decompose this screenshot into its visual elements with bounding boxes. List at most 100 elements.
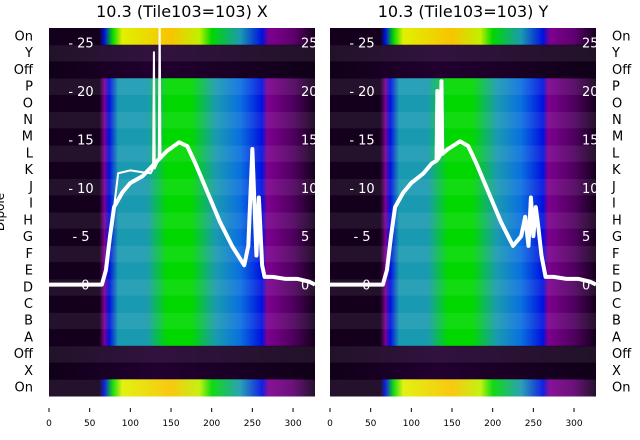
heatmap-row <box>49 345 315 364</box>
heatmap-row <box>330 278 596 297</box>
panel-y: 10.3 (Tile103=103) Y On Y Off PONMLKJIHGFEDC… <box>327 2 632 429</box>
x-tick-label: 0 <box>327 419 333 429</box>
heatmap-row <box>49 245 315 263</box>
x-tick-label: 150 <box>162 419 179 429</box>
panel-x: 10.3 (Tile103=103) X On Y Off PONMLKJIHGFEDC… <box>0 2 318 429</box>
heatmap-row <box>49 44 315 62</box>
row-label: F <box>26 247 33 262</box>
heatmap-row <box>330 195 596 213</box>
row-label: A <box>24 330 33 345</box>
heatmap-row <box>330 262 596 280</box>
row-label: G <box>23 230 33 245</box>
row-label: P <box>25 80 33 95</box>
heatmap-row <box>330 78 596 96</box>
row-label: I <box>612 197 616 212</box>
heatmap-row <box>330 178 596 196</box>
overlay-line-spectrum <box>330 79 596 287</box>
heatmap-row <box>330 312 596 330</box>
row-label: F <box>612 247 619 262</box>
heatmap-row <box>330 362 596 380</box>
row-label: N <box>612 113 622 128</box>
row-label: K <box>612 163 621 178</box>
x-tick-label: 300 <box>284 419 301 429</box>
heatmap-row <box>330 379 596 397</box>
heatmap-row <box>330 212 596 230</box>
overlay-tick-label: - 20 <box>349 85 374 100</box>
overlay-tick-label-right: 0 <box>582 279 590 294</box>
overlay-tick-label-right: 10 <box>582 182 599 197</box>
row-label: Y <box>611 46 620 61</box>
heatmap-row <box>49 329 315 347</box>
row-label: On <box>15 29 33 44</box>
heatmap-row <box>49 362 315 380</box>
heatmap-row <box>49 145 315 163</box>
overlay-tick-label-right: 0 <box>301 279 309 294</box>
overlay-tick-label-right: 25 <box>301 37 318 52</box>
overlay-tick-label: - 25 <box>349 37 374 52</box>
row-label: Y <box>24 46 33 61</box>
overlay-tick-label: - 15 <box>349 133 374 148</box>
overlay-tick-label: - 10 <box>68 182 93 197</box>
x-tick-label: 100 <box>403 419 420 429</box>
row-label: Off <box>612 63 632 78</box>
row-label: C <box>24 297 33 312</box>
overlay-tick-label-right: 5 <box>301 230 309 245</box>
heatmap-row <box>330 245 596 263</box>
row-label: D <box>23 280 33 295</box>
heatmap-row <box>49 295 315 313</box>
overlay-line-spectrum <box>49 140 315 287</box>
row-label: On <box>612 29 630 44</box>
heatmap-row <box>49 78 315 96</box>
overlay-tick-label-right: 15 <box>301 133 318 148</box>
panel-title: 10.3 (Tile103=103) Y <box>378 2 549 21</box>
overlay-tick-label-right: 25 <box>582 37 599 52</box>
heatmap-row <box>49 212 315 230</box>
row-label: M <box>22 130 33 145</box>
overlay-tick-label-right: 15 <box>582 133 599 148</box>
heatmap-row <box>49 262 315 280</box>
overlay-tick-label: - 10 <box>349 182 374 197</box>
panel-title: 10.3 (Tile103=103) X <box>96 2 268 21</box>
heatmap-row <box>330 111 596 129</box>
row-label: On <box>15 381 33 396</box>
row-label: B <box>24 314 33 329</box>
heatmap-row <box>330 145 596 163</box>
row-label: O <box>612 96 622 111</box>
heatmap-row <box>49 379 315 397</box>
overlay-line-spectrum-2 <box>113 28 168 208</box>
row-label: C <box>612 297 621 312</box>
x-tick-label: 50 <box>365 419 377 429</box>
heatmap-row <box>49 111 315 129</box>
overlay-tick-label: - 5 <box>72 230 89 245</box>
heatmap-row <box>330 345 596 364</box>
x-tick-label: 200 <box>203 419 220 429</box>
heatmap-row <box>330 161 596 180</box>
row-label: X <box>24 364 33 379</box>
row-label: D <box>612 280 622 295</box>
row-label: E <box>25 264 33 279</box>
heatmap-row <box>330 128 596 146</box>
x-tick-label: 100 <box>122 419 139 429</box>
row-label: B <box>612 314 621 329</box>
heatmap <box>49 28 315 397</box>
heatmap-row <box>330 28 596 46</box>
overlay-tick-label: - 5 <box>353 230 370 245</box>
heatmap-row <box>330 61 596 79</box>
row-label: K <box>24 163 33 178</box>
row-label: J <box>611 180 616 195</box>
overlay-tick-label-right: 10 <box>301 182 318 197</box>
row-label: I <box>29 197 33 212</box>
x-tick-label: 50 <box>84 419 96 429</box>
row-label: A <box>612 330 621 345</box>
overlay-tick-label: - 20 <box>68 85 93 100</box>
overlay-tick-label-right: 20 <box>301 85 318 100</box>
heatmap-row <box>49 195 315 213</box>
heatmap-row <box>330 295 596 313</box>
overlay-tick-label-right: 20 <box>582 85 599 100</box>
x-tick-label: 300 <box>565 419 582 429</box>
heatmap-row <box>49 312 315 330</box>
row-label: P <box>612 80 620 95</box>
heatmap-row <box>330 329 596 347</box>
row-label: Off <box>14 347 34 362</box>
heatmap-row <box>49 128 315 146</box>
